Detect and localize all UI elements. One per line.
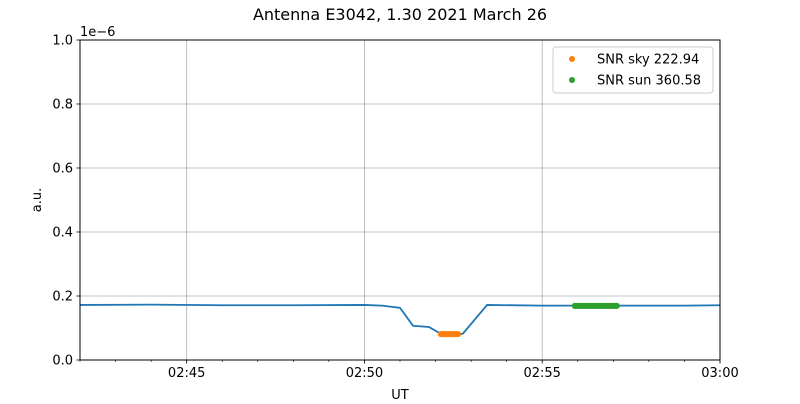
plot-frame	[79, 39, 721, 361]
data-point	[571, 302, 578, 309]
y-tick-label: 0.2	[52, 290, 73, 305]
legend-label: SNR sky 222.94	[597, 53, 699, 68]
data-point	[437, 331, 444, 338]
legend-label: SNR sun 360.58	[597, 74, 701, 89]
data-point	[450, 331, 457, 338]
y-tick-label: 0.0	[52, 354, 73, 369]
y-tick-label: 0.6	[52, 162, 73, 177]
y-tick-label: 0.4	[52, 226, 73, 241]
x-tick-label: 02:50	[346, 366, 383, 381]
y-axis-label: a.u.	[30, 188, 45, 212]
y-tick-label: 0.8	[52, 98, 73, 113]
y-offset-label: 1e−6	[80, 25, 115, 40]
legend: SNR sky 222.94 SNR sun 360.58	[552, 46, 714, 94]
chart-title: Antenna E3042, 1.30 2021 March 26	[253, 5, 547, 24]
data-point	[580, 302, 587, 309]
data-point	[613, 302, 620, 309]
x-tick-label: 02:55	[523, 366, 560, 381]
data-point	[588, 302, 595, 309]
data-point	[605, 302, 611, 309]
data-point	[446, 331, 453, 338]
x-tick-label: 03:00	[701, 366, 738, 381]
data-point	[455, 331, 462, 338]
legend-marker	[569, 77, 575, 83]
x-tick-label: 02:45	[168, 366, 205, 381]
data-point	[442, 331, 449, 338]
y-tick-label: 1.0	[52, 34, 73, 49]
legend-marker	[569, 56, 575, 62]
data-point	[596, 302, 603, 309]
data-line	[79, 303, 721, 335]
x-axis-label: UT	[391, 388, 409, 400]
legend-box	[552, 46, 714, 94]
